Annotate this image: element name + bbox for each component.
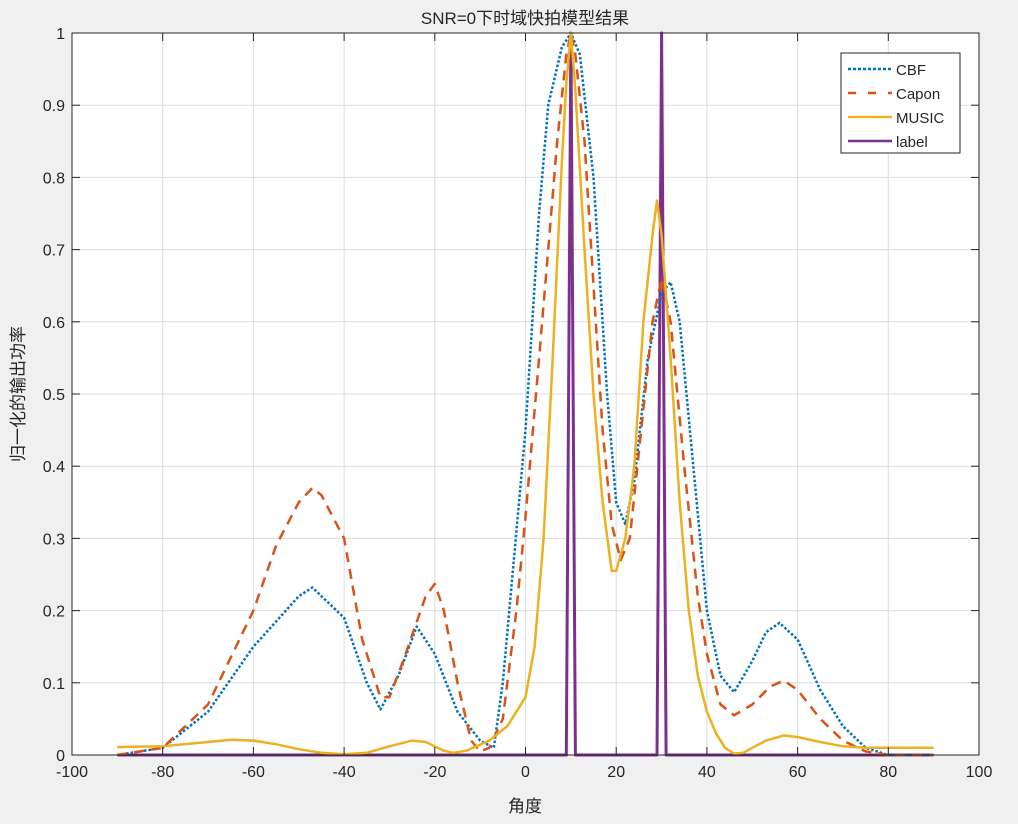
x-tick-label: 100 [966,764,993,781]
series-line-music [117,31,934,756]
x-axis-label: 角度 [508,797,542,816]
legend-label-cbf: CBF [896,62,926,79]
x-tick-label: 20 [607,764,625,781]
y-tick-label: 0.2 [43,604,65,621]
x-tick-label: -60 [242,764,265,781]
x-tick-label: 40 [698,764,716,781]
x-tick-label: -80 [151,764,174,781]
legend-label-music: MUSIC [896,110,945,127]
x-tick-label: -40 [333,764,356,781]
y-axis-label: 归一化的输出功率 [9,326,28,462]
x-tick-label: -100 [56,764,88,781]
x-tick-label: -20 [423,764,446,781]
x-tick-label: 0 [521,764,530,781]
y-tick-label: 1 [56,26,65,43]
series-line-cbf [117,31,934,757]
y-tick-label: 0.8 [43,170,65,187]
series-line-capon [117,31,934,757]
y-tick-label: 0.6 [43,315,65,332]
y-tick-label: 0 [56,748,65,765]
y-tick-label: 0.3 [43,531,65,548]
y-tick-label: 0.7 [43,243,65,260]
y-tick-label: 0.9 [43,98,65,115]
y-tick-label: 0.1 [43,676,65,693]
ticks: -100 -80 -60 -40 -20 0 20 40 60 80 100 0 0.1 0.2 0.3 0.… [43,26,993,781]
chart-title: SNR=0下时域快拍模型结果 [421,9,629,28]
legend-label-label: label [896,134,928,151]
legend-label-capon: Capon [896,86,940,103]
x-tick-label: 80 [879,764,897,781]
y-tick-label: 0.5 [43,387,65,404]
x-tick-label: 60 [789,764,807,781]
legend: CBF Capon MUSIC label [840,52,961,154]
y-tick-label: 0.4 [43,459,65,476]
